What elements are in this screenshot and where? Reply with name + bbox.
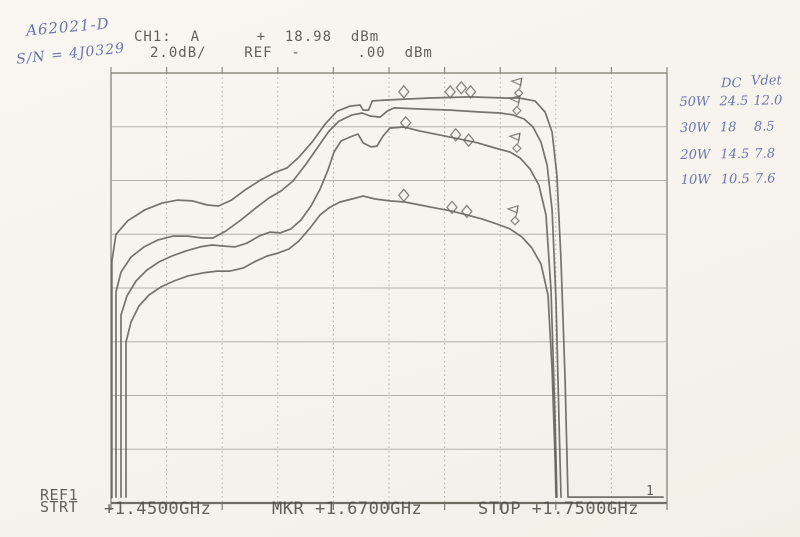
marker-diamond-icon [399, 115, 412, 130]
ref-label: REF1 [40, 486, 79, 504]
marker-flag-pennant-icon [508, 132, 521, 142]
channel-readout-line2: 2.0dB/ REF - .00 dBm [150, 45, 433, 61]
marker-diamond-icon [446, 200, 458, 215]
trace-30w [115, 107, 562, 498]
trace-10w [125, 195, 557, 498]
marker-diamond-icon [464, 84, 477, 99]
start-label: STRT [40, 498, 79, 516]
marker-flag-pennant-icon [508, 94, 521, 104]
marker-flag-base-icon [510, 215, 520, 226]
marker-frequency: MKR +1.6700GHz [272, 499, 423, 519]
marker-diamond-icon [462, 133, 475, 148]
marker-diamond-icon [460, 204, 473, 219]
marker-diamond-icon [455, 80, 468, 95]
trace-20w [120, 126, 558, 498]
trace-number-label: 1 [646, 484, 655, 499]
channel-readout-line1: CH1: A + 18.98 dBm [134, 29, 380, 45]
start-frequency: +1.4500GHz [104, 499, 212, 519]
marker-diamond-icon [449, 127, 462, 142]
marker-flag-base-icon [512, 105, 522, 116]
marker-flag-pennant-icon [510, 77, 523, 87]
marker-flag-base-icon [513, 88, 524, 99]
marker-diamond-icon [397, 84, 410, 99]
marker-diamond-icon [397, 188, 410, 203]
stop-frequency: STOP +1.7500GHz [478, 499, 640, 519]
marker-flag-pennant-icon [506, 204, 519, 214]
trace-50w [111, 96, 664, 499]
marker-flag-base-icon [512, 143, 522, 154]
marker-diamond-icon [444, 84, 457, 99]
